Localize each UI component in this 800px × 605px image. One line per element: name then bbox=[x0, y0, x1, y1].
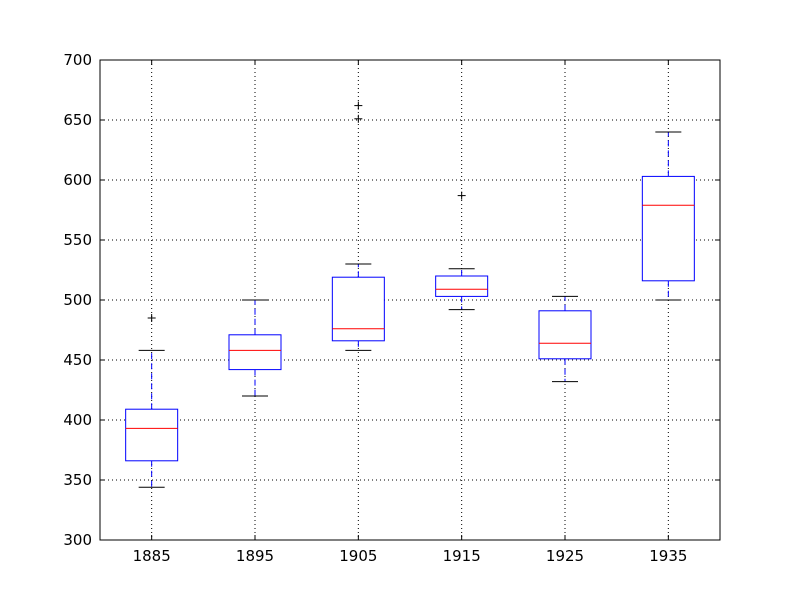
x-tick-label: 1895 bbox=[236, 547, 274, 565]
outlier-marker bbox=[147, 314, 156, 322]
box-1885 bbox=[125, 314, 179, 488]
box-1895 bbox=[228, 299, 282, 397]
box-1915 bbox=[435, 191, 489, 311]
box-1935 bbox=[641, 131, 695, 301]
x-tick-label: 1935 bbox=[649, 547, 687, 565]
box-body bbox=[228, 334, 282, 371]
x-tick-label: 1885 bbox=[133, 547, 171, 565]
box-body bbox=[641, 175, 695, 282]
y-tick-label: 700 bbox=[63, 51, 92, 69]
axis-ticks bbox=[100, 59, 720, 541]
box-body bbox=[331, 276, 385, 342]
box-body bbox=[125, 408, 179, 462]
box-1925 bbox=[538, 295, 592, 383]
box-body bbox=[435, 275, 489, 297]
y-tick-label: 400 bbox=[63, 411, 92, 429]
y-tick-label: 650 bbox=[63, 111, 92, 129]
box-1905 bbox=[331, 101, 385, 351]
y-tick-label: 600 bbox=[63, 171, 92, 189]
outlier-marker bbox=[457, 191, 466, 200]
outlier-marker bbox=[354, 101, 363, 110]
y-tick-label: 550 bbox=[63, 231, 92, 249]
tick-labels: 300 350 400 450 500 550 600 650 700 1885 1895 1905 1… bbox=[63, 51, 687, 565]
y-tick-label: 350 bbox=[63, 471, 92, 489]
box-body bbox=[538, 310, 592, 360]
y-tick-label: 450 bbox=[63, 351, 92, 369]
x-tick-label: 1905 bbox=[339, 547, 377, 565]
y-tick-label: 500 bbox=[63, 291, 92, 309]
x-tick-label: 1925 bbox=[546, 547, 584, 565]
box-series bbox=[125, 101, 695, 488]
outlier-marker bbox=[354, 114, 363, 123]
y-tick-label: 300 bbox=[63, 531, 92, 549]
x-tick-label: 1915 bbox=[443, 547, 481, 565]
